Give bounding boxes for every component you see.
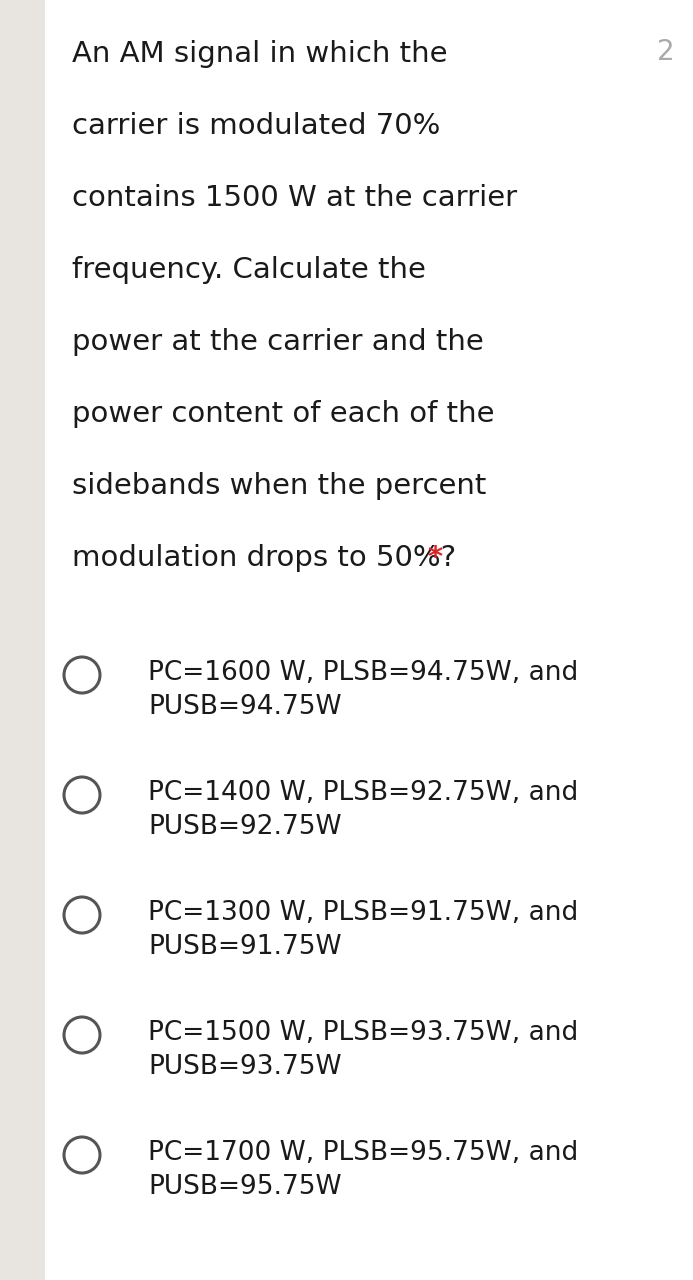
Text: PC=1400 W, PLSB=92.75W, and: PC=1400 W, PLSB=92.75W, and <box>148 780 578 806</box>
Text: PUSB=94.75W: PUSB=94.75W <box>148 694 342 719</box>
Text: An AM signal in which the: An AM signal in which the <box>72 40 448 68</box>
Text: PC=1300 W, PLSB=91.75W, and: PC=1300 W, PLSB=91.75W, and <box>148 900 578 925</box>
Text: PUSB=95.75W: PUSB=95.75W <box>148 1174 342 1201</box>
Text: power at the carrier and the: power at the carrier and the <box>72 328 484 356</box>
Text: sidebands when the percent: sidebands when the percent <box>72 472 486 500</box>
Text: PUSB=91.75W: PUSB=91.75W <box>148 934 342 960</box>
Text: PC=1500 W, PLSB=93.75W, and: PC=1500 W, PLSB=93.75W, and <box>148 1020 578 1046</box>
Text: carrier is modulated 70%: carrier is modulated 70% <box>72 111 440 140</box>
Text: modulation drops to 50%?: modulation drops to 50%? <box>72 544 456 572</box>
Text: PUSB=92.75W: PUSB=92.75W <box>148 814 342 840</box>
Text: PC=1600 W, PLSB=94.75W, and: PC=1600 W, PLSB=94.75W, and <box>148 660 578 686</box>
Text: power content of each of the: power content of each of the <box>72 399 495 428</box>
Text: *: * <box>427 544 442 572</box>
Text: PC=1700 W, PLSB=95.75W, and: PC=1700 W, PLSB=95.75W, and <box>148 1140 578 1166</box>
Text: frequency. Calculate the: frequency. Calculate the <box>72 256 426 284</box>
Text: contains 1500 W at the carrier: contains 1500 W at the carrier <box>72 184 517 212</box>
Text: 2: 2 <box>658 38 675 67</box>
Bar <box>0 0 45 1280</box>
Text: PUSB=93.75W: PUSB=93.75W <box>148 1053 342 1080</box>
